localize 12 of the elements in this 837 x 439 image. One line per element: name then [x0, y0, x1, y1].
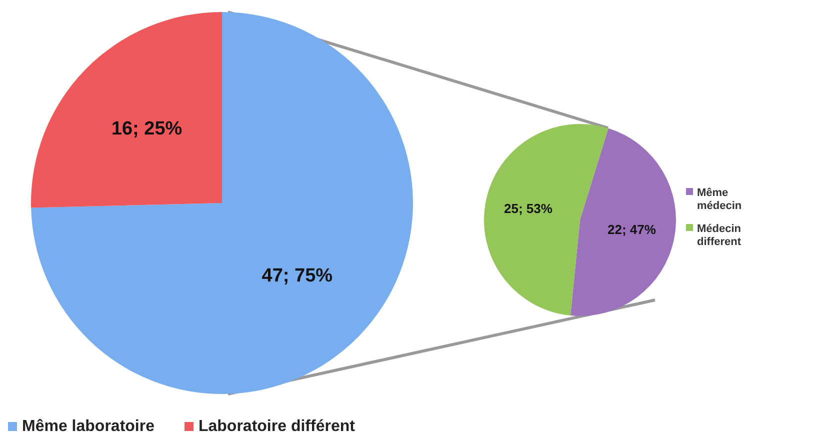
- pie-slice: [31, 12, 222, 208]
- data-label: 25; 53%: [504, 200, 553, 216]
- pie-slice: [570, 128, 676, 316]
- data-label: 16; 25%: [111, 118, 182, 140]
- legend-label: Même médecin: [697, 187, 742, 212]
- legend-label: Laboratoire différent: [198, 418, 356, 435]
- data-label: 47; 75%: [262, 265, 333, 286]
- pie-slice: [484, 124, 608, 316]
- pie-slice: [31, 12, 413, 394]
- legend-label: Même laboratoire: [22, 418, 155, 435]
- data-label: 22; 47%: [608, 222, 656, 237]
- legend-label: Médecin different: [697, 223, 742, 248]
